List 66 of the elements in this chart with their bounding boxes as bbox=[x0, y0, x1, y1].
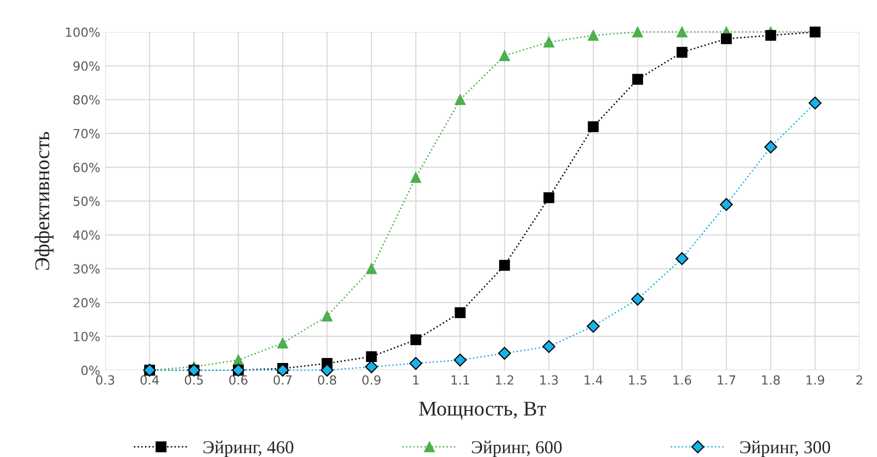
x-tick-label: 0.5 bbox=[184, 375, 203, 385]
x-tick-label: 0.7 bbox=[274, 375, 292, 385]
point bbox=[720, 198, 733, 211]
x-tick-label: 1.8 bbox=[762, 375, 780, 385]
point bbox=[676, 46, 688, 58]
x-tick-label: 2 bbox=[856, 375, 862, 385]
y-tick-label: 70% bbox=[74, 128, 100, 138]
point bbox=[498, 346, 511, 360]
point bbox=[632, 26, 644, 38]
y-axis-title: Эффективность bbox=[34, 132, 54, 270]
point bbox=[808, 96, 822, 110]
point bbox=[588, 30, 599, 41]
x-tick-label: 1.7 bbox=[718, 375, 736, 385]
point bbox=[764, 140, 778, 154]
point bbox=[366, 263, 377, 274]
x-tick-label: 1.6 bbox=[673, 375, 692, 385]
y-tick-label: 50% bbox=[74, 196, 100, 206]
x-tick-label: 1 bbox=[413, 375, 419, 385]
y-tick-label: 20% bbox=[74, 298, 100, 308]
y-tick-label: 0% bbox=[81, 366, 100, 376]
x-tick-label: 1.1 bbox=[452, 375, 469, 385]
y-tick-label: 40% bbox=[73, 230, 100, 240]
x-tick-label: 1.3 bbox=[540, 375, 558, 385]
point bbox=[676, 26, 688, 38]
x-tick-label: 0.3 bbox=[96, 375, 114, 385]
point bbox=[543, 192, 554, 204]
y-tick-label: 90% bbox=[73, 61, 100, 71]
point bbox=[720, 33, 732, 44]
point bbox=[322, 310, 332, 322]
point bbox=[454, 94, 466, 106]
legend-label: Эйринг, 300 bbox=[740, 440, 830, 457]
x-tick-label: 1.2 bbox=[496, 375, 514, 385]
point bbox=[232, 354, 244, 366]
point bbox=[366, 351, 377, 362]
point bbox=[765, 30, 776, 41]
point bbox=[499, 50, 510, 62]
y-tick-label: 100% bbox=[66, 27, 100, 37]
x-tick-label: 0.9 bbox=[362, 375, 380, 385]
x-tick-label: 0.6 bbox=[229, 375, 248, 385]
point bbox=[588, 121, 599, 132]
point bbox=[542, 340, 556, 353]
point bbox=[410, 334, 422, 346]
x-tick-label: 0.4 bbox=[140, 375, 159, 385]
x-tick-label: 1.4 bbox=[584, 375, 603, 385]
legend-label: Эйринг, 600 bbox=[472, 440, 562, 457]
point bbox=[364, 360, 378, 374]
y-tick-label: 10% bbox=[74, 332, 100, 342]
point bbox=[454, 354, 467, 366]
point bbox=[409, 356, 422, 370]
point bbox=[676, 252, 688, 266]
point bbox=[277, 338, 288, 349]
x-tick-label: 1.9 bbox=[806, 375, 824, 385]
point bbox=[410, 172, 422, 183]
legend-label: Эйринг, 460 bbox=[204, 440, 294, 457]
x-axis-title: Мощность, Вт bbox=[419, 402, 546, 420]
point bbox=[499, 260, 510, 271]
point bbox=[631, 292, 644, 306]
point bbox=[632, 74, 644, 85]
x-tick-label: 1.5 bbox=[629, 375, 646, 385]
y-tick-label: 30% bbox=[74, 264, 100, 274]
x-tick-label: 0.8 bbox=[318, 375, 336, 385]
point bbox=[454, 307, 466, 318]
point bbox=[586, 320, 600, 333]
y-tick-label: 80% bbox=[73, 95, 100, 105]
point bbox=[543, 36, 554, 48]
y-tick-label: 60% bbox=[73, 162, 100, 172]
